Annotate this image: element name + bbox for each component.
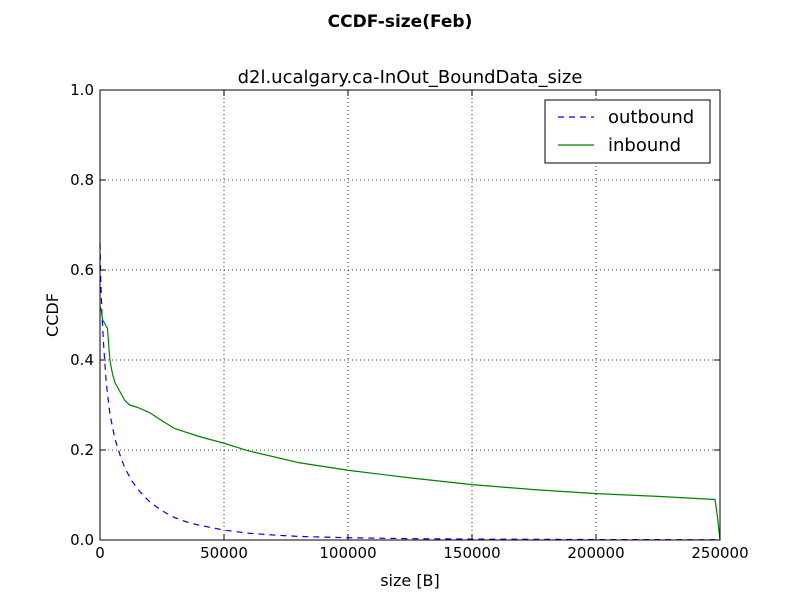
series-line-inbound	[99, 305, 721, 541]
series-layer	[99, 242, 721, 541]
y-axis-label: CCDF	[43, 293, 62, 337]
y-tick-label: 0.6	[70, 261, 94, 279]
x-tick-label: 150000	[443, 544, 500, 562]
x-tick-label: 50000	[200, 544, 248, 562]
plot-area	[100, 90, 720, 540]
x-tick-label: 100000	[319, 544, 376, 562]
chart-title: d2l.ucalgary.ca-InOut_BoundData_size	[238, 67, 583, 88]
legend-box	[544, 99, 711, 164]
x-axis-label: size [B]	[380, 571, 440, 590]
legend-label-inbound: inbound	[608, 135, 681, 156]
y-tick-label: 0.0	[70, 531, 94, 549]
x-tick-label: 200000	[567, 544, 624, 562]
x-tick-label: 250000	[691, 544, 748, 562]
series-line-outbound	[99, 242, 721, 541]
legend-label-outbound: outbound	[608, 107, 694, 128]
y-tick-label: 0.4	[70, 351, 94, 369]
legend: outbound inbound	[544, 99, 711, 164]
y-tick-label: 1.0	[70, 81, 94, 99]
tick-layer: 0 50000 100000 150000 200000 250000 0.0 0.2 0.4 0…	[70, 81, 748, 562]
plot-frame	[99, 89, 721, 541]
y-tick-label: 0.2	[70, 441, 94, 459]
y-tick-label: 0.8	[70, 171, 94, 189]
x-tick-label: 0	[95, 544, 105, 562]
figure-suptitle: CCDF-size(Feb)	[328, 12, 473, 32]
